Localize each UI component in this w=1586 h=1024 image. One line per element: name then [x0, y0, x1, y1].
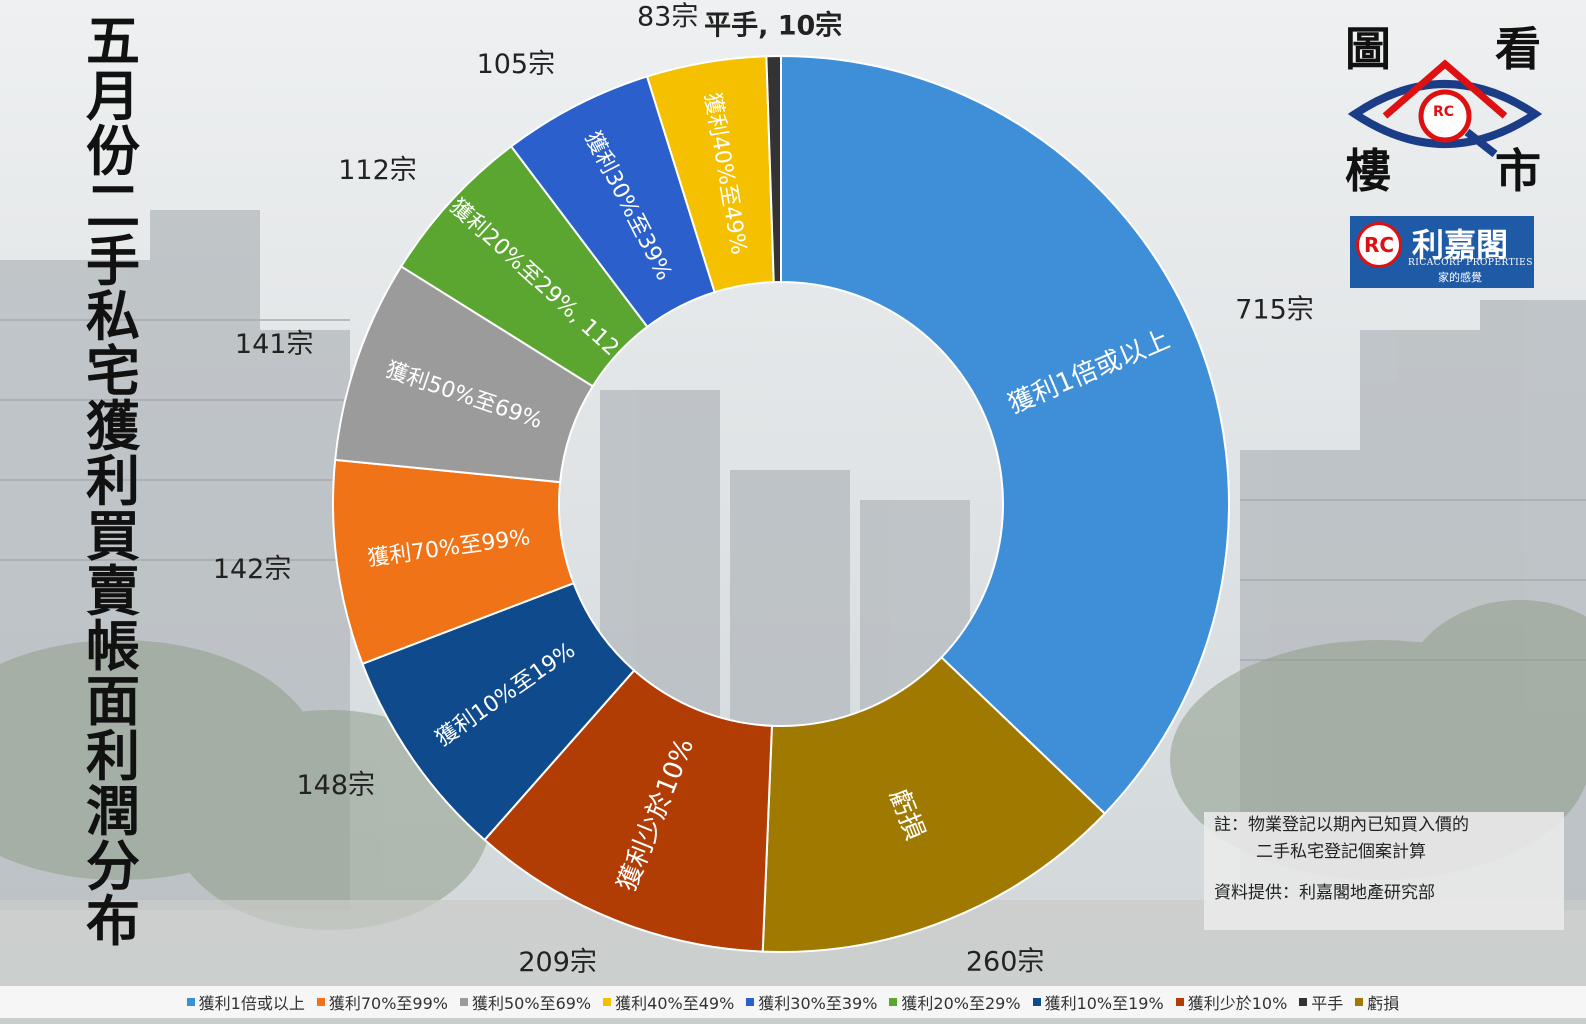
- legend-item-0: 獲利1倍或以上: [186, 990, 305, 1014]
- slice-outer-label-0: 715宗: [1235, 294, 1314, 325]
- legend-label: 獲利50%至69%: [472, 994, 592, 1013]
- slice-outer-label-3: 148宗: [296, 770, 375, 801]
- slice-outer-label-7: 105宗: [477, 49, 556, 80]
- legend-item-3: 獲利40%至49%: [603, 990, 734, 1014]
- slice-2: [483, 669, 773, 953]
- legend-label: 平手: [1311, 994, 1344, 1013]
- page-title: 五月份二手私宅獲利買賣帳面利潤分布: [86, 10, 140, 953]
- company-badge: RC: [1356, 222, 1402, 268]
- slice-outer-label-2: 209宗: [518, 947, 597, 978]
- legend-item-9: 虧損: [1355, 990, 1399, 1014]
- legend-label: 獲利70%至99%: [328, 994, 448, 1013]
- company-english-name: RICACORP PROPERTIES: [1408, 258, 1533, 268]
- legend-label: 獲利1倍或以上: [198, 994, 305, 1013]
- legend-label: 獲利少於10%: [1187, 994, 1288, 1013]
- legend-swatch: [186, 998, 195, 1006]
- legend-label: 獲利30%至39%: [758, 994, 878, 1013]
- note-line-3: 資料提供：利嘉閣地產研究部: [1214, 883, 1435, 903]
- logo-char-1: 圖: [1345, 22, 1391, 76]
- legend-item-8: 平手: [1299, 990, 1343, 1014]
- slice-1: [761, 656, 1107, 953]
- note-line-1: 註：物業登記以期內已知買入價的: [1214, 815, 1469, 835]
- company-logo: RC 利嘉閣 RICACORP PROPERTIES 家的感覺: [1350, 216, 1534, 288]
- legend-label: 獲利20%至29%: [901, 994, 1021, 1013]
- legend-swatch: [1032, 998, 1041, 1006]
- legend-swatch: [1175, 998, 1184, 1006]
- legend-label: 獲利10%至19%: [1044, 994, 1164, 1013]
- legend-item-7: 獲利少於10%: [1175, 990, 1288, 1014]
- logo-badge-text: RC: [1433, 104, 1455, 120]
- legend-swatch: [1355, 998, 1364, 1006]
- company-tagline: 家的感覺: [1438, 271, 1482, 284]
- slice-outer-label-5: 141宗: [235, 329, 314, 360]
- slice-9: [765, 54, 782, 284]
- legend-swatch: [603, 998, 612, 1006]
- slice-outer-label-9: 平手, 10宗: [704, 10, 842, 42]
- legend-item-1: 獲利70%至99%: [316, 990, 448, 1014]
- legend-label: 虧損: [1367, 994, 1400, 1013]
- slice-outer-label-4: 142宗: [213, 554, 292, 585]
- legend-item-2: 獲利50%至69%: [460, 990, 591, 1014]
- logo-char-2: 看: [1495, 22, 1541, 76]
- legend-swatch: [889, 998, 898, 1006]
- slice-outer-label-1: 260宗: [966, 947, 1045, 978]
- legend-swatch: [1299, 998, 1308, 1006]
- slice-outer-label-8: 83宗: [637, 1, 698, 32]
- logo-char-3: 樓: [1345, 144, 1391, 198]
- company-name: 利嘉閣: [1412, 226, 1509, 264]
- legend-swatch: [746, 998, 755, 1006]
- legend-swatch: [460, 998, 468, 1006]
- legend-label: 獲利40%至49%: [615, 994, 735, 1013]
- note-box: 註：物業登記以期內已知買入價的 二手私宅登記個案計算 資料提供：利嘉閣地產研究部: [1204, 812, 1564, 930]
- legend-item-6: 獲利10%至19%: [1032, 990, 1164, 1014]
- logo-char-4: 市: [1495, 144, 1541, 198]
- slice-outer-label-6: 112宗: [338, 155, 417, 186]
- legend-swatch: [316, 998, 325, 1006]
- slice-0: [780, 54, 1230, 816]
- eye-logo: 圖 看 樓 市 RC: [1345, 24, 1545, 202]
- eye-icon: [1347, 59, 1543, 158]
- legend-item-5: 獲利20%至29%: [889, 990, 1021, 1014]
- legend-item-4: 獲利30%至39%: [746, 990, 877, 1014]
- chart-legend: 獲利1倍或以上 獲利70%至99% 獲利50%至69% 獲利40%至49% 獲利30%至…: [0, 986, 1586, 1018]
- note-line-2: 二手私宅登記個案計算: [1256, 842, 1426, 862]
